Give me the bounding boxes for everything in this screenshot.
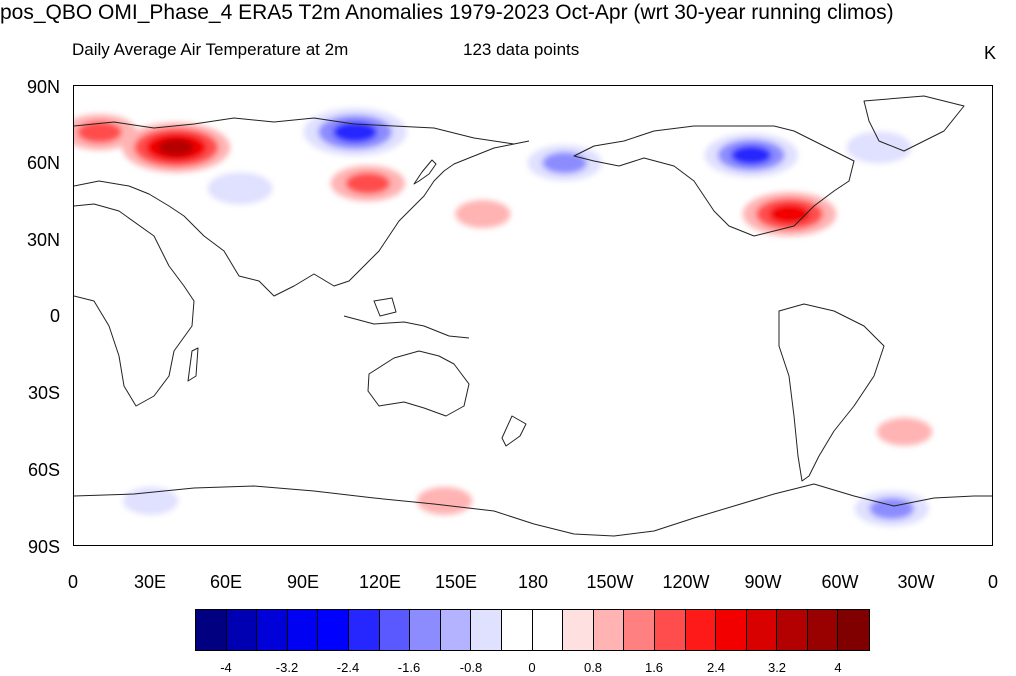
anomaly-blob-7-2 bbox=[731, 145, 772, 165]
lat-label-60n: 60N bbox=[26, 153, 60, 173]
north-america-coast bbox=[573, 125, 855, 237]
map-canvas bbox=[74, 95, 992, 537]
colorbar-box-13 bbox=[593, 610, 625, 650]
madagascar-coast bbox=[187, 347, 199, 382]
colorbar-box-16 bbox=[685, 610, 717, 650]
colorbar-box-1 bbox=[226, 610, 258, 650]
lon-label-0-end: 0 bbox=[987, 572, 999, 592]
colorbar-box-9 bbox=[471, 610, 502, 650]
lat-label-30s: 30S bbox=[27, 383, 60, 403]
colorbar-label-0: 0 bbox=[528, 660, 536, 675]
figure-title: pos_QBO OMI_Phase_4 ERA5 T2m Anomalies 1… bbox=[0, 1, 894, 24]
australia-coast bbox=[367, 350, 470, 417]
lon-label-90e: 90E bbox=[286, 572, 320, 592]
colorbar bbox=[195, 609, 871, 651]
anomaly-blob-10-0 bbox=[876, 417, 933, 446]
anomaly-blob-11-1 bbox=[869, 497, 915, 520]
borneo-coast bbox=[373, 297, 397, 317]
lon-label-120e: 120E bbox=[358, 572, 402, 592]
colorbar-label-08: 0.8 bbox=[583, 660, 603, 675]
colorbar-box-8 bbox=[440, 610, 472, 650]
lat-label-90s: 90S bbox=[27, 537, 60, 557]
south-america-coast bbox=[778, 303, 885, 482]
colorbar-label-4: 4 bbox=[834, 660, 842, 675]
lat-label-60s: 60S bbox=[27, 460, 60, 480]
lat-label-90n: 90N bbox=[26, 77, 60, 97]
colorbar-box-20 bbox=[807, 610, 839, 650]
antarctica-coast bbox=[74, 483, 992, 537]
units-label: K bbox=[983, 43, 996, 63]
colorbar-label-32: 3.2 bbox=[767, 660, 787, 675]
colorbar-box-2 bbox=[257, 610, 288, 650]
new-zealand-coast bbox=[501, 415, 527, 447]
anomaly-map bbox=[73, 85, 993, 546]
colorbar-box-7 bbox=[410, 610, 441, 650]
indonesia-coast bbox=[343, 315, 470, 339]
colorbar-label-m32: -3.2 bbox=[275, 660, 299, 675]
greenland-coast bbox=[863, 95, 965, 152]
colorbar-box-6 bbox=[379, 610, 411, 650]
lat-label-30n: 30N bbox=[26, 230, 60, 250]
lon-label-120w: 120W bbox=[662, 572, 710, 592]
lon-label-60e: 60E bbox=[209, 572, 243, 592]
coastlines bbox=[74, 95, 992, 537]
lon-label-60w: 60W bbox=[821, 572, 859, 592]
anomaly-blob-5-0 bbox=[455, 200, 511, 229]
anomaly-blob-12-0 bbox=[123, 486, 179, 515]
anomaly-field bbox=[74, 108, 933, 527]
lon-label-180: 180 bbox=[517, 572, 549, 592]
eurasia-coast bbox=[74, 140, 530, 297]
lat-label-eq: 0 bbox=[49, 306, 60, 326]
colorbar-box-11 bbox=[532, 610, 564, 650]
colorbar-box-5 bbox=[348, 610, 380, 650]
lon-label-150e: 150E bbox=[434, 572, 478, 592]
colorbar-label-m24: -2.4 bbox=[336, 660, 360, 675]
japan-coast bbox=[413, 159, 437, 185]
colorbar-box-17 bbox=[716, 610, 747, 650]
variable-label: Daily Average Air Temperature at 2m bbox=[72, 40, 349, 59]
colorbar-box-4 bbox=[318, 610, 349, 650]
colorbar-label-24: 2.4 bbox=[706, 660, 726, 675]
africa-coast bbox=[74, 203, 195, 407]
colorbar-box-12 bbox=[563, 610, 594, 650]
lon-label-30e: 30E bbox=[133, 572, 167, 592]
colorbar-box-3 bbox=[287, 610, 319, 650]
anomaly-blob-0-3 bbox=[158, 139, 195, 156]
colorbar-box-15 bbox=[654, 610, 686, 650]
lon-label-90w: 90W bbox=[744, 572, 782, 592]
colorbar-box-21 bbox=[838, 610, 870, 650]
colorbar-box-18 bbox=[746, 610, 778, 650]
colorbar-label-16: 1.6 bbox=[644, 660, 664, 675]
lon-label-30w: 30W bbox=[897, 572, 935, 592]
anomaly-blob-6-1 bbox=[542, 152, 587, 174]
colorbar-label-m16: -1.6 bbox=[397, 660, 421, 675]
colorbar-label-m08: -0.8 bbox=[459, 660, 483, 675]
anomaly-blob-13-0 bbox=[416, 486, 473, 515]
anomaly-blob-2-2 bbox=[332, 121, 378, 143]
colorbar-box-0 bbox=[196, 610, 227, 650]
lon-label-0: 0 bbox=[67, 572, 79, 592]
data-points-label: 123 data points bbox=[463, 40, 580, 59]
anomaly-blob-1-1 bbox=[77, 121, 122, 143]
colorbar-box-19 bbox=[777, 610, 808, 650]
anomaly-blob-8-0 bbox=[846, 131, 912, 164]
arctic-coast bbox=[74, 117, 515, 145]
colorbar-label-m4: -4 bbox=[220, 660, 232, 675]
anomaly-blob-3-0 bbox=[207, 172, 273, 205]
colorbar-box-14 bbox=[624, 610, 655, 650]
anomaly-blob-4-1 bbox=[345, 172, 391, 195]
lon-label-150w: 150W bbox=[586, 572, 634, 592]
anomaly-blob-9-2 bbox=[769, 204, 810, 224]
colorbar-box-10 bbox=[501, 610, 533, 650]
